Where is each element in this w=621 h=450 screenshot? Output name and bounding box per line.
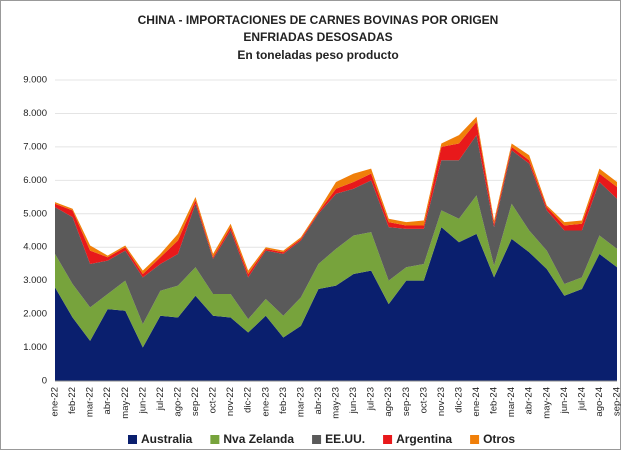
x-tick-label: may-23 — [331, 387, 342, 419]
x-tick-label: abr-24 — [524, 387, 535, 414]
x-tick-label: mar-23 — [295, 387, 306, 417]
x-tick-label: sep-23 — [401, 387, 412, 416]
x-tick-label: mar-24 — [506, 387, 517, 417]
y-tick-label: 4.000 — [23, 242, 47, 253]
x-tick-label: jun-22 — [137, 387, 148, 414]
y-tick-label: 5.000 — [23, 208, 47, 219]
x-tick-label: feb-24 — [489, 387, 500, 414]
x-tick-label: ene-24 — [471, 387, 482, 417]
x-tick-label: jun-23 — [348, 387, 359, 414]
area-2 — [55, 135, 617, 325]
x-tick-label: feb-22 — [67, 387, 78, 414]
x-tick-label: may-22 — [120, 387, 131, 419]
x-tick-label: jul-24 — [576, 387, 587, 411]
y-tick-label: 8.000 — [23, 108, 47, 119]
legend-label: Australia — [141, 432, 193, 446]
unit-label: En toneladas peso producto — [237, 48, 398, 62]
x-tick-label: dic-22 — [243, 387, 254, 413]
legend-label: EE.UU. — [325, 432, 365, 446]
x-tick-label: may-24 — [541, 387, 552, 419]
x-tick-label: mar-22 — [85, 387, 96, 417]
chart-subtitle: ENFRIADAS DESOSADAS — [243, 30, 392, 44]
x-tick-label: abr-22 — [102, 387, 113, 414]
y-tick-label: 6.000 — [23, 175, 47, 186]
y-tick-label: 7.000 — [23, 141, 47, 152]
area-0 — [55, 227, 617, 381]
legend-swatch — [383, 435, 393, 444]
area-1 — [55, 195, 617, 348]
x-tick-label: jul-22 — [155, 387, 166, 411]
x-tick-label: nov-22 — [225, 387, 236, 416]
legend-swatch — [470, 435, 480, 444]
y-tick-label: 2.000 — [23, 309, 47, 320]
x-tick-label: sep-22 — [190, 387, 201, 416]
y-tick-label: 0 — [42, 376, 47, 387]
x-tick-label: ene-22 — [50, 387, 61, 417]
y-tick-label: 9.000 — [23, 75, 47, 86]
x-tick-label: oct-22 — [208, 387, 219, 413]
legend-swatch — [312, 435, 322, 444]
x-tick-label: oct-23 — [418, 387, 429, 413]
legend-swatch — [128, 435, 137, 444]
x-tick-label: abr-23 — [313, 387, 324, 414]
x-tick-label: jul-23 — [366, 387, 377, 411]
legend-label: Argentina — [396, 432, 452, 446]
x-tick-label: ago-23 — [383, 387, 394, 417]
legend-swatch — [210, 435, 220, 444]
x-tick-label: ene-23 — [260, 387, 271, 417]
x-tick-label: jun-24 — [559, 387, 570, 414]
x-tick-label: dic-23 — [453, 387, 464, 413]
x-tick-label: ago-24 — [594, 387, 605, 417]
y-tick-label: 3.000 — [23, 275, 47, 286]
legend-label: Nva Zelanda — [223, 432, 294, 446]
x-tick-label: sep-24 — [612, 387, 621, 416]
x-tick-label: ago-22 — [172, 387, 183, 417]
x-tick-label: feb-23 — [278, 387, 289, 414]
y-tick-label: 1.000 — [23, 342, 47, 353]
legend-label: Otros — [483, 432, 515, 446]
chart-title: CHINA - IMPORTACIONES DE CARNES BOVINAS … — [138, 13, 499, 27]
x-tick-label: nov-23 — [436, 387, 447, 416]
